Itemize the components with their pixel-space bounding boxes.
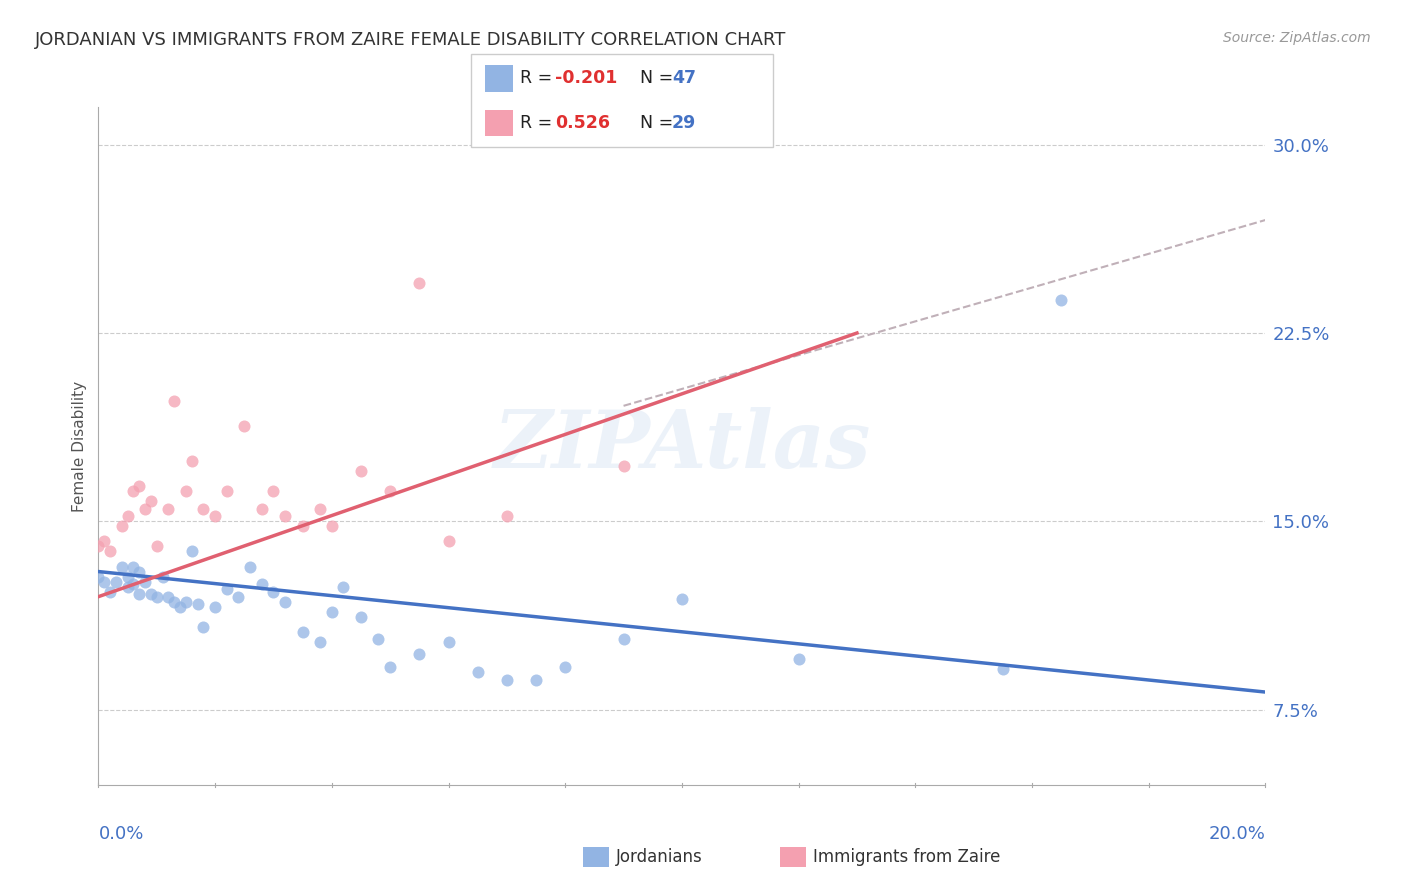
Point: [671, 592, 693, 607]
Text: 47: 47: [672, 70, 696, 87]
Point: [309, 501, 332, 516]
Point: [157, 590, 180, 604]
Point: [467, 665, 489, 679]
Point: [215, 582, 238, 596]
Point: [437, 635, 460, 649]
Text: 29: 29: [672, 114, 696, 132]
Point: [321, 605, 343, 619]
Point: [204, 599, 226, 614]
Point: [163, 595, 186, 609]
Point: [408, 276, 430, 290]
Point: [228, 590, 250, 604]
Point: [262, 484, 284, 499]
Point: [495, 509, 517, 524]
Point: [146, 590, 169, 604]
Point: [612, 459, 634, 474]
Text: 0.0%: 0.0%: [98, 825, 143, 843]
Point: [332, 580, 354, 594]
Point: [93, 574, 115, 589]
Point: [193, 620, 215, 634]
Point: [291, 624, 314, 639]
Point: [321, 519, 343, 533]
Point: [174, 484, 197, 499]
Point: [163, 393, 186, 408]
Y-axis label: Female Disability: Female Disability: [72, 380, 87, 512]
Point: [146, 540, 169, 554]
Point: [122, 484, 145, 499]
Point: [350, 609, 373, 624]
Text: ZIPAtlas: ZIPAtlas: [494, 408, 870, 484]
Point: [128, 565, 150, 579]
Point: [169, 599, 191, 614]
Point: [122, 577, 145, 591]
Point: [128, 587, 150, 601]
Point: [378, 484, 402, 499]
Point: [991, 663, 1014, 677]
Point: [554, 660, 576, 674]
Point: [309, 635, 332, 649]
Point: [1050, 293, 1073, 308]
Point: [128, 479, 150, 493]
Point: [117, 509, 139, 524]
Point: [408, 648, 430, 662]
Point: [250, 577, 273, 591]
Point: [134, 574, 156, 589]
Point: [180, 454, 202, 468]
Text: Immigrants from Zaire: Immigrants from Zaire: [813, 848, 1000, 866]
Point: [98, 544, 121, 558]
Point: [122, 559, 145, 574]
Point: [117, 569, 139, 583]
Point: [174, 595, 197, 609]
Text: Source: ZipAtlas.com: Source: ZipAtlas.com: [1223, 31, 1371, 45]
Point: [134, 501, 156, 516]
Point: [139, 494, 162, 508]
Point: [87, 569, 110, 583]
Point: [204, 509, 226, 524]
Text: 20.0%: 20.0%: [1209, 825, 1265, 843]
Point: [787, 652, 810, 666]
Text: N =: N =: [640, 70, 679, 87]
Point: [274, 509, 297, 524]
Point: [187, 597, 209, 611]
Point: [233, 418, 256, 433]
Point: [152, 569, 174, 583]
Point: [157, 501, 180, 516]
Point: [378, 660, 402, 674]
Point: [111, 559, 134, 574]
Point: [524, 673, 547, 687]
Point: [437, 534, 460, 549]
Point: [495, 673, 517, 687]
Text: R =: R =: [520, 114, 558, 132]
Point: [215, 484, 238, 499]
Point: [262, 584, 284, 599]
Text: N =: N =: [640, 114, 679, 132]
Point: [239, 559, 262, 574]
Point: [350, 464, 373, 478]
Point: [98, 584, 121, 599]
Point: [139, 587, 162, 601]
Point: [87, 540, 110, 554]
Point: [367, 632, 389, 647]
Point: [291, 519, 314, 533]
Point: [111, 519, 134, 533]
Text: -0.201: -0.201: [555, 70, 617, 87]
Text: 0.526: 0.526: [555, 114, 610, 132]
Text: Jordanians: Jordanians: [616, 848, 703, 866]
Point: [104, 574, 127, 589]
Point: [93, 534, 115, 549]
Point: [117, 580, 139, 594]
Text: R =: R =: [520, 70, 558, 87]
Point: [250, 501, 273, 516]
Point: [180, 544, 202, 558]
Point: [193, 501, 215, 516]
Text: JORDANIAN VS IMMIGRANTS FROM ZAIRE FEMALE DISABILITY CORRELATION CHART: JORDANIAN VS IMMIGRANTS FROM ZAIRE FEMAL…: [35, 31, 786, 49]
Point: [274, 595, 297, 609]
Point: [612, 632, 634, 647]
